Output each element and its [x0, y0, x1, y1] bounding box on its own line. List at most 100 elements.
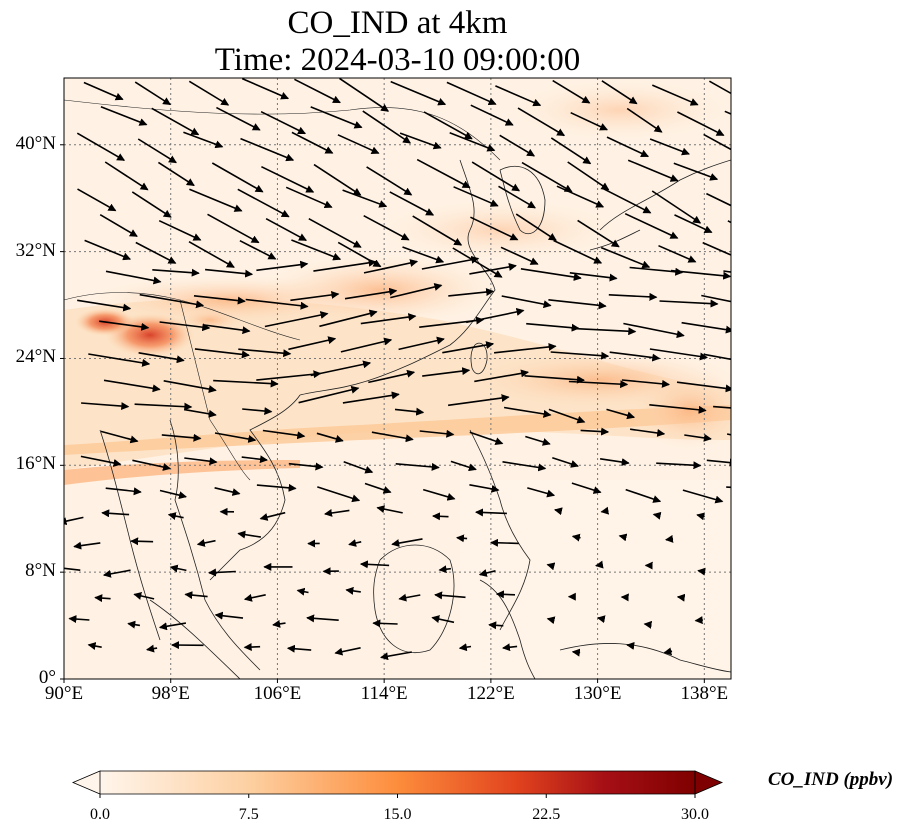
wind-arrow	[159, 321, 211, 332]
wind-arrow	[681, 321, 731, 334]
wind-arrow	[727, 220, 731, 224]
wind-arrow	[521, 161, 573, 193]
wind-arrow	[416, 158, 471, 189]
wind-arrow	[676, 381, 731, 393]
wind-arrow	[568, 380, 629, 389]
y-tick-label: 24°N	[15, 346, 56, 368]
wind-arrow	[571, 648, 581, 657]
wind-arrow	[703, 133, 731, 151]
wind-arrow	[163, 380, 217, 393]
map-frame	[63, 77, 732, 680]
wind-arrow	[101, 509, 130, 518]
wind-arrow	[503, 406, 552, 418]
wind-arrow	[344, 287, 398, 300]
wind-arrow	[313, 163, 362, 196]
wind-arrow	[99, 214, 138, 237]
wind-arrow	[527, 487, 556, 498]
wind-arrow	[345, 586, 361, 595]
wind-arrow	[342, 391, 400, 404]
wind-arrow	[649, 348, 708, 361]
wind-arrow	[261, 165, 315, 193]
wind-arrow	[184, 457, 218, 466]
wind-arrow	[651, 84, 699, 106]
wind-arrow	[294, 78, 341, 104]
wind-arrow	[205, 268, 254, 278]
x-tick-label: 138°E	[680, 683, 729, 704]
wind-arrow	[262, 429, 306, 440]
wind-arrow	[348, 539, 362, 547]
wind-arrow	[359, 560, 390, 569]
colorbar-extend-min	[71, 770, 101, 795]
wind-arrow	[618, 533, 628, 542]
wind-arrow	[438, 565, 451, 574]
wind-arrow	[146, 644, 158, 653]
wind-arrow	[702, 241, 731, 256]
colorbar-tick-label: 15.0	[383, 806, 412, 823]
colorbar-tick-label: 30.0	[681, 806, 709, 823]
wind-arrow	[469, 484, 500, 493]
wind-arrow	[466, 308, 525, 324]
wind-arrow	[100, 106, 148, 126]
wind-arrow	[362, 110, 412, 144]
wind-arrow	[659, 299, 719, 308]
colorbar-tick-label: 7.5	[238, 806, 259, 823]
wind-arrow	[256, 483, 297, 492]
wind-arrow	[696, 512, 705, 521]
wind-arrow	[488, 621, 504, 630]
wind-arrow	[498, 185, 536, 209]
wind-arrow	[730, 326, 731, 329]
wind-arrow	[490, 538, 519, 547]
wind-arrow	[317, 486, 361, 503]
wind-arrow	[601, 80, 638, 105]
wind-arrow	[237, 530, 262, 539]
wind-arrow	[474, 369, 529, 383]
wind-arrow	[471, 161, 521, 192]
wind-arrow	[684, 433, 712, 442]
y-tick-label: 16°N	[15, 453, 56, 475]
wind-arrow	[663, 647, 673, 656]
wind-arrow	[77, 299, 132, 312]
wind-arrow	[458, 643, 472, 652]
wind-arrow	[390, 80, 447, 106]
wind-arrow	[515, 213, 557, 241]
wind-arrow	[394, 407, 425, 416]
wind-arrow	[100, 430, 139, 444]
wind-vectors	[64, 78, 731, 661]
wind-arrow	[132, 459, 171, 471]
wind-arrow	[553, 239, 603, 264]
wind-arrow	[550, 137, 592, 165]
wind-arrow	[649, 138, 690, 156]
wind-arrow	[499, 134, 536, 157]
wind-arrow	[376, 505, 403, 514]
wind-arrow	[77, 188, 117, 212]
wind-arrow	[677, 111, 725, 137]
wind-arrow	[520, 268, 582, 281]
wind-arrow	[204, 324, 251, 335]
wind-arrow	[188, 80, 230, 106]
wind-arrow	[548, 408, 586, 424]
wind-arrow	[652, 511, 662, 520]
wind-arrow	[291, 239, 342, 261]
wind-arrow	[470, 216, 519, 241]
wind-arrow	[448, 288, 495, 297]
wind-arrow	[105, 487, 142, 496]
wind-arrow	[208, 568, 236, 577]
wind-arrow	[606, 136, 650, 158]
wind-arrow	[360, 313, 417, 325]
wind-arrow	[105, 270, 162, 285]
wind-arrow	[83, 81, 124, 101]
wind-arrow	[306, 614, 339, 623]
wind-arrow	[84, 239, 132, 261]
wind-arrow	[570, 111, 609, 131]
wind-arrow	[552, 79, 591, 104]
wind-arrow	[73, 541, 101, 550]
wind-arrow	[188, 241, 235, 268]
wind-arrow	[651, 190, 702, 224]
wind-arrow	[103, 379, 161, 393]
wind-arrow	[68, 615, 90, 624]
wind-arrow	[158, 622, 187, 631]
wind-arrow	[658, 244, 697, 263]
wind-arrow	[310, 106, 363, 129]
x-tick-label: 90°E	[44, 683, 84, 704]
wind-arrow	[423, 111, 473, 140]
